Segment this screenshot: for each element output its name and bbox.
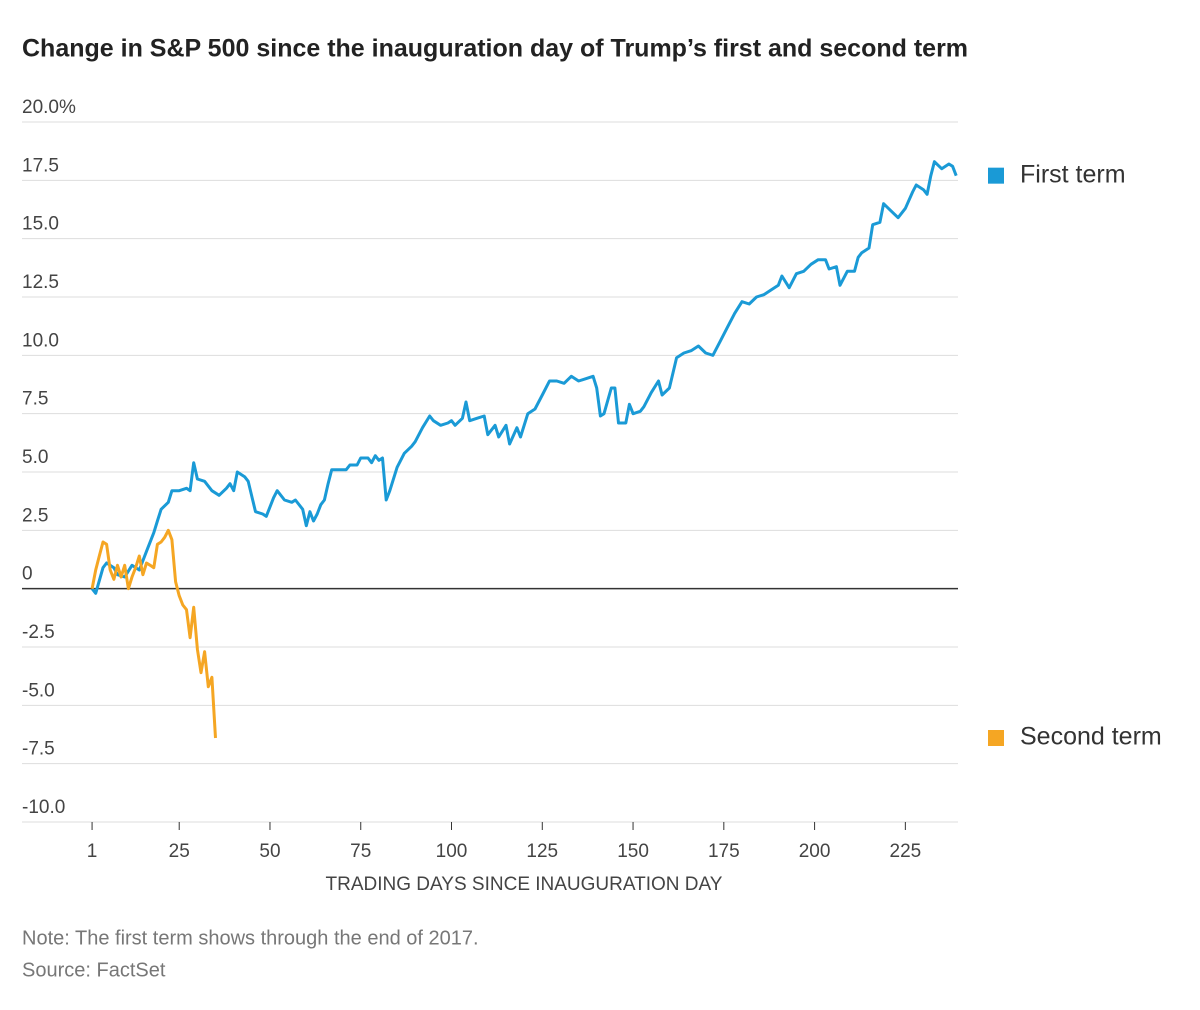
x-tick-label: 75 bbox=[350, 841, 371, 862]
y-tick-label: 7.5 bbox=[22, 389, 48, 410]
legend-label: Second term bbox=[1020, 723, 1162, 751]
legend-label: First term bbox=[1020, 160, 1126, 188]
x-tick-label: 50 bbox=[259, 841, 280, 862]
y-tick-label: 2.5 bbox=[22, 505, 48, 526]
legend-swatch bbox=[988, 167, 1004, 184]
source: Source: FactSet bbox=[22, 959, 166, 981]
x-axis-label: TRADING DAYS SINCE INAUGURATION DAY bbox=[326, 874, 723, 895]
line bbox=[90, 528, 217, 739]
line bbox=[90, 160, 958, 595]
y-tick-label: -7.5 bbox=[22, 739, 55, 760]
x-tick-label: 225 bbox=[890, 841, 922, 862]
x-tick-label: 150 bbox=[617, 841, 649, 862]
legend-swatch bbox=[988, 730, 1004, 746]
x-tick-label: 125 bbox=[526, 841, 558, 862]
x-tick-label: 175 bbox=[708, 841, 740, 862]
x-tick-label: 100 bbox=[436, 841, 468, 862]
y-tick-label: 0 bbox=[22, 564, 33, 585]
y-tick-label: -2.5 bbox=[22, 622, 55, 643]
y-tick-label: -5.0 bbox=[22, 680, 55, 701]
chart-title: Change in S&P 500 since the inauguration… bbox=[22, 35, 968, 63]
x-tick-label: 200 bbox=[799, 841, 831, 862]
y-tick-label: 12.5 bbox=[22, 272, 59, 293]
x-tick-label: 1 bbox=[87, 841, 98, 862]
y-tick-label: -10.0 bbox=[22, 797, 65, 818]
y-tick-label: 15.0 bbox=[22, 214, 59, 235]
y-tick-label: 17.5 bbox=[22, 155, 59, 176]
y-tick-label: 10.0 bbox=[22, 330, 59, 351]
x-tick-label: 25 bbox=[169, 841, 190, 862]
note: Note: The first term shows through the e… bbox=[22, 927, 479, 949]
y-tick-label: 20.0% bbox=[22, 97, 76, 118]
y-tick-label: 5.0 bbox=[22, 447, 48, 468]
